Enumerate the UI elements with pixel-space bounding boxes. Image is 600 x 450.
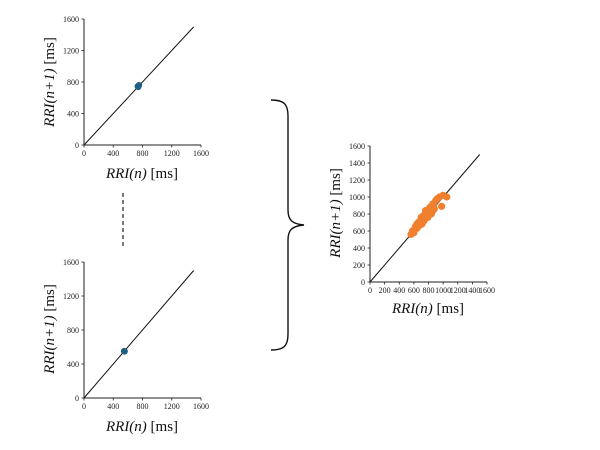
tick-labels: 0 400 800 1200 1600 0 400 800 1200 1600 <box>63 15 209 158</box>
y-tick-label: 1600 <box>63 258 79 267</box>
x-axis-label: RRI(n) [ms] <box>105 166 178 182</box>
y-tick-label: 400 <box>353 244 365 253</box>
x-tick-label: 0 <box>368 286 372 295</box>
x-tick-label: 0 <box>82 402 86 411</box>
x-tick-label: 1200 <box>164 149 180 158</box>
x-axis-label-text: RRI(n) <box>391 301 437 317</box>
axis-unit: [ms] <box>42 37 58 65</box>
x-tick-label: 1400 <box>464 286 480 295</box>
x-tick-label: 1200 <box>450 286 466 295</box>
y-tick-label: 0 <box>75 394 79 403</box>
y-tick-label: 0 <box>361 278 365 287</box>
x-tick-label: 1600 <box>193 402 209 411</box>
data-point <box>413 220 421 228</box>
y-axis-label-text: RRI(n+1) <box>42 65 58 128</box>
y-tick-label: 800 <box>67 326 79 335</box>
y-axis-label: RRI(n+1) [ms] <box>42 37 58 128</box>
x-tick-label: 600 <box>408 286 420 295</box>
curly-brace <box>270 99 305 351</box>
scatter-chart-top-left: 0 400 800 1200 1600 0 400 800 1200 1600 RRI(n) [m… <box>42 15 209 182</box>
y-tick-label: 400 <box>67 110 79 119</box>
y-tick-label: 200 <box>353 261 365 270</box>
y-tick-label: 1200 <box>63 47 79 56</box>
y-tick-label: 600 <box>353 227 365 236</box>
x-tick-label: 800 <box>423 286 435 295</box>
tick-labels: 0 200 400 600 800 100012001400160002004006008… <box>349 142 495 295</box>
x-tick-label: 800 <box>137 402 149 411</box>
data-points <box>134 81 143 91</box>
y-tick-label: 1200 <box>63 292 79 301</box>
x-tick-label: 200 <box>379 286 391 295</box>
y-tick-label: 800 <box>353 210 365 219</box>
x-axis-label-text: RRI(n) <box>105 166 151 182</box>
x-tick-label: 800 <box>137 149 149 158</box>
axis-unit: [ms] <box>42 284 58 312</box>
y-axis-label: RRI(n+1) [ms] <box>328 168 344 259</box>
x-axis-label: RRI(n) [ms] <box>391 301 464 317</box>
y-tick-label: 1400 <box>349 159 365 168</box>
x-tick-label: 0 <box>82 149 86 158</box>
y-axis-label-text: RRI(n+1) <box>328 196 344 259</box>
x-tick-label: 400 <box>107 402 119 411</box>
data-point <box>135 83 142 91</box>
y-axis-label-text: RRI(n+1) <box>42 312 58 375</box>
scatter-chart-right: 0 200 400 600 800 100012001400160002004006008… <box>328 142 495 317</box>
x-tick-label: 400 <box>393 286 405 295</box>
x-tick-label: 1600 <box>479 286 495 295</box>
x-tick-label: 1200 <box>164 402 180 411</box>
tick-labels: 0 400 800 1200 1600 0 400 800 1200 1600 <box>63 258 209 411</box>
axis-unit: [ms] <box>151 166 179 182</box>
data-point <box>438 202 446 210</box>
x-tick-label: 400 <box>107 149 119 158</box>
x-axis-label-text: RRI(n) <box>105 419 151 435</box>
y-tick-label: 1600 <box>349 142 365 151</box>
y-tick-label: 800 <box>67 78 79 87</box>
data-point <box>419 218 427 227</box>
y-tick-label: 1600 <box>63 15 79 24</box>
y-tick-label: 1000 <box>349 193 365 202</box>
y-tick-label: 0 <box>75 141 79 150</box>
data-point <box>429 200 437 208</box>
identity-line <box>83 270 195 399</box>
x-tick-label: 1000 <box>435 286 451 295</box>
x-axis-label: RRI(n) [ms] <box>105 419 178 435</box>
data-points <box>407 191 451 238</box>
data-point <box>121 348 128 355</box>
y-tick-label: 400 <box>67 360 79 369</box>
y-tick-label: 1200 <box>349 176 365 185</box>
data-points <box>120 347 128 355</box>
axes <box>81 261 202 401</box>
axis-unit: [ms] <box>437 301 465 317</box>
y-axis-label: RRI(n+1) [ms] <box>42 284 58 375</box>
axis-unit: [ms] <box>328 168 344 196</box>
axis-unit: [ms] <box>151 419 179 435</box>
data-point <box>443 193 451 201</box>
x-tick-label: 1600 <box>193 149 209 158</box>
scatter-chart-bottom-left: 0 400 800 1200 1600 0 400 800 1200 1600 RRI(n) [m… <box>42 258 209 435</box>
